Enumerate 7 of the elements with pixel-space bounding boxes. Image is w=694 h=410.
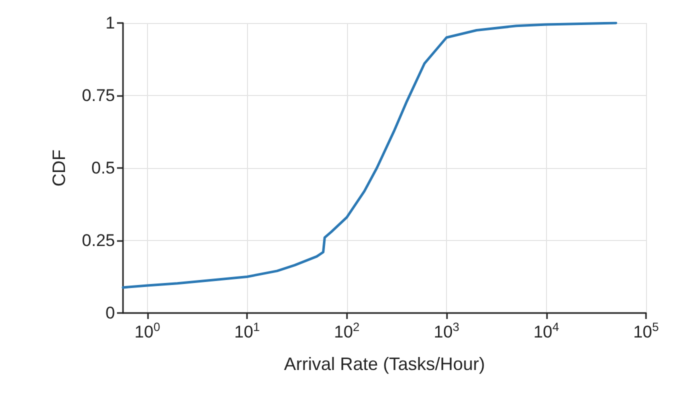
y-axis-title: CDF (49, 150, 69, 186)
y-tick-label: 0.5 (91, 158, 115, 178)
y-tick-label: 0.75 (82, 86, 115, 105)
y-tick-label: 1 (106, 14, 115, 32)
x-axis-title: Arrival Rate (Tasks/Hour) (284, 354, 486, 374)
y-tick-label: 0 (106, 304, 115, 322)
y-tick-label: 0.25 (82, 231, 115, 250)
